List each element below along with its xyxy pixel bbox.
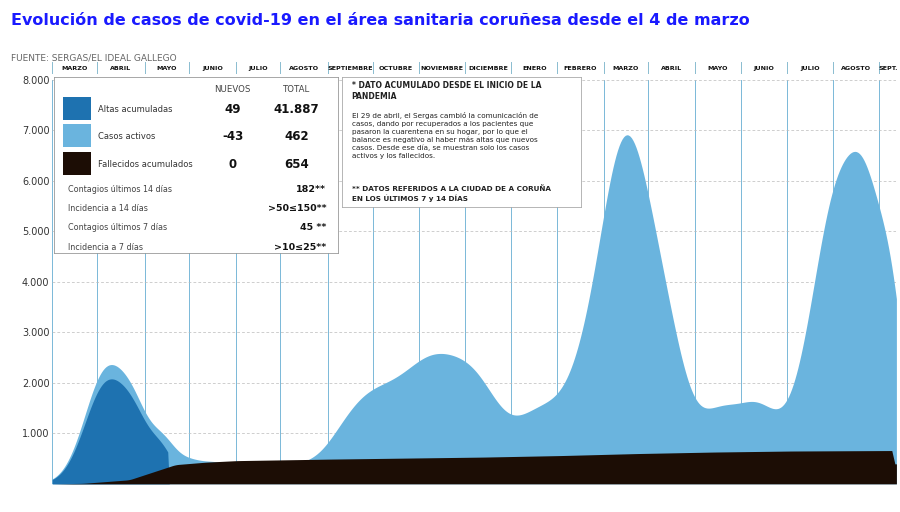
Text: Fallecidos acumulados: Fallecidos acumulados	[98, 160, 193, 169]
Text: FEBRERO: FEBRERO	[563, 66, 598, 71]
Text: 654: 654	[284, 158, 309, 170]
Text: ABRIL: ABRIL	[661, 66, 682, 71]
Text: TOTAL: TOTAL	[283, 85, 310, 94]
Text: FUENTE: SERGAS/EL IDEAL GALLEGO: FUENTE: SERGAS/EL IDEAL GALLEGO	[11, 54, 176, 63]
Text: AGOSTO: AGOSTO	[842, 66, 871, 71]
Text: JUNIO: JUNIO	[202, 66, 223, 71]
Text: * DATO ACUMULADO DESDE EL INICIO DE LA
PANDEMIA: * DATO ACUMULADO DESDE EL INICIO DE LA P…	[352, 81, 541, 101]
Text: 45 **: 45 **	[300, 223, 326, 232]
Text: AGOSTO: AGOSTO	[289, 66, 320, 71]
Text: 0: 0	[229, 158, 237, 170]
Text: JULIO: JULIO	[800, 66, 820, 71]
Text: >50≤150**: >50≤150**	[267, 204, 326, 213]
Text: >10≤25**: >10≤25**	[274, 243, 326, 252]
Text: MAYO: MAYO	[707, 66, 728, 71]
Bar	[62, 152, 91, 175]
Text: SEPT.: SEPT.	[878, 66, 897, 71]
Text: Contagios últimos 14 días: Contagios últimos 14 días	[68, 185, 172, 195]
Bar	[62, 97, 91, 120]
Text: Incidencia a 14 días: Incidencia a 14 días	[68, 204, 148, 213]
Text: Contagios últimos 7 días: Contagios últimos 7 días	[68, 223, 167, 232]
Text: -43: -43	[222, 131, 243, 143]
Text: Casos activos: Casos activos	[98, 133, 156, 141]
Text: ENERO: ENERO	[522, 66, 546, 71]
Text: El 29 de abril, el Sergas cambió la comunicación de
casos, dando por recuperados: El 29 de abril, el Sergas cambió la comu…	[352, 112, 538, 159]
Text: 462: 462	[284, 131, 309, 143]
Text: ABRIL: ABRIL	[110, 66, 131, 71]
Text: MARZO: MARZO	[613, 66, 639, 71]
Text: MARZO: MARZO	[61, 66, 87, 71]
Text: DICIEMBRE: DICIEMBRE	[468, 66, 508, 71]
Bar	[62, 124, 91, 147]
Text: MAYO: MAYO	[157, 66, 177, 71]
Text: NOVIEMBRE: NOVIEMBRE	[420, 66, 464, 71]
Text: ** DATOS REFERIDOS A LA CIUDAD DE A CORUÑA
EN LOS ÚLTIMOS 7 y 14 DÍAS: ** DATOS REFERIDOS A LA CIUDAD DE A CORU…	[352, 185, 551, 202]
Text: Altas acumuladas: Altas acumuladas	[98, 105, 173, 114]
Text: Incidencia a 7 días: Incidencia a 7 días	[68, 243, 143, 252]
Text: 41.887: 41.887	[274, 103, 319, 116]
Text: SEPTIEMBRE: SEPTIEMBRE	[328, 66, 373, 71]
Text: OCTUBRE: OCTUBRE	[379, 66, 413, 71]
Text: Evolución de casos de covid-19 en el área sanitaria coruñesa desde el 4 de marzo: Evolución de casos de covid-19 en el áre…	[11, 13, 750, 28]
Text: NUEVOS: NUEVOS	[214, 85, 251, 94]
Text: JULIO: JULIO	[248, 66, 267, 71]
Text: 182**: 182**	[296, 185, 326, 195]
Text: 49: 49	[224, 103, 241, 116]
Text: JUNIO: JUNIO	[753, 66, 774, 71]
